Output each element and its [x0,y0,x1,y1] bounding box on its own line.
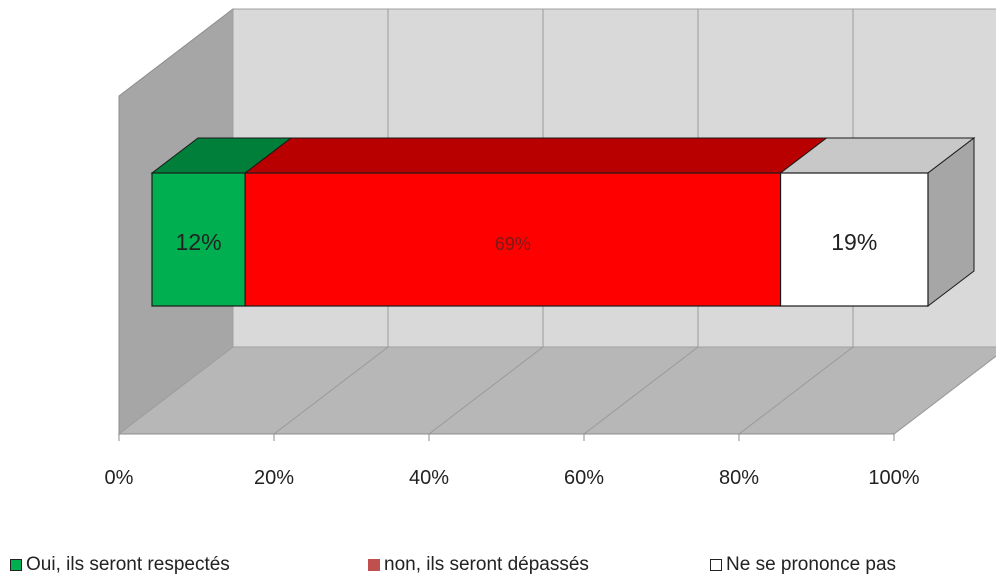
x-tick-label: 20% [254,467,294,489]
data-label-0: 12% [176,229,222,255]
x-tick-label: 100% [868,467,919,489]
legend-swatch-nsp [710,559,722,571]
floor-gridline [583,346,699,435]
data-label-1: 69% [495,234,531,254]
x-tick-label: 40% [409,467,449,489]
legend-label-nsp: Ne se prononce pas [726,554,897,575]
x-tick-label: 60% [564,467,604,489]
floor-gridline [273,346,389,435]
floor-gridline [738,346,854,435]
floor-gridline [428,346,544,435]
legend-swatch-oui [10,559,22,571]
legend: Oui, ils seront respectés non, ils seron… [0,554,996,580]
x-tick-label: 80% [719,467,759,489]
legend-label-oui: Oui, ils seront respectés [26,554,230,575]
legend-item-nsp: Ne se prononce pas [710,554,896,576]
legend-label-non: non, ils seront dépassés [384,554,589,575]
bar-segment-1 [244,172,782,307]
legend-item-non: non, ils seront dépassés [368,554,589,576]
x-tick-label: 0% [105,467,134,489]
legend-swatch-non [368,559,380,571]
floor-gridline [893,355,996,435]
legend-item-oui: Oui, ils seront respectés [10,554,230,576]
bar-segment-2 [779,172,929,307]
bar-segment-0 [151,172,246,307]
floor [117,346,996,435]
bar-top-1 [243,137,829,174]
data-label-2: 19% [831,229,877,255]
